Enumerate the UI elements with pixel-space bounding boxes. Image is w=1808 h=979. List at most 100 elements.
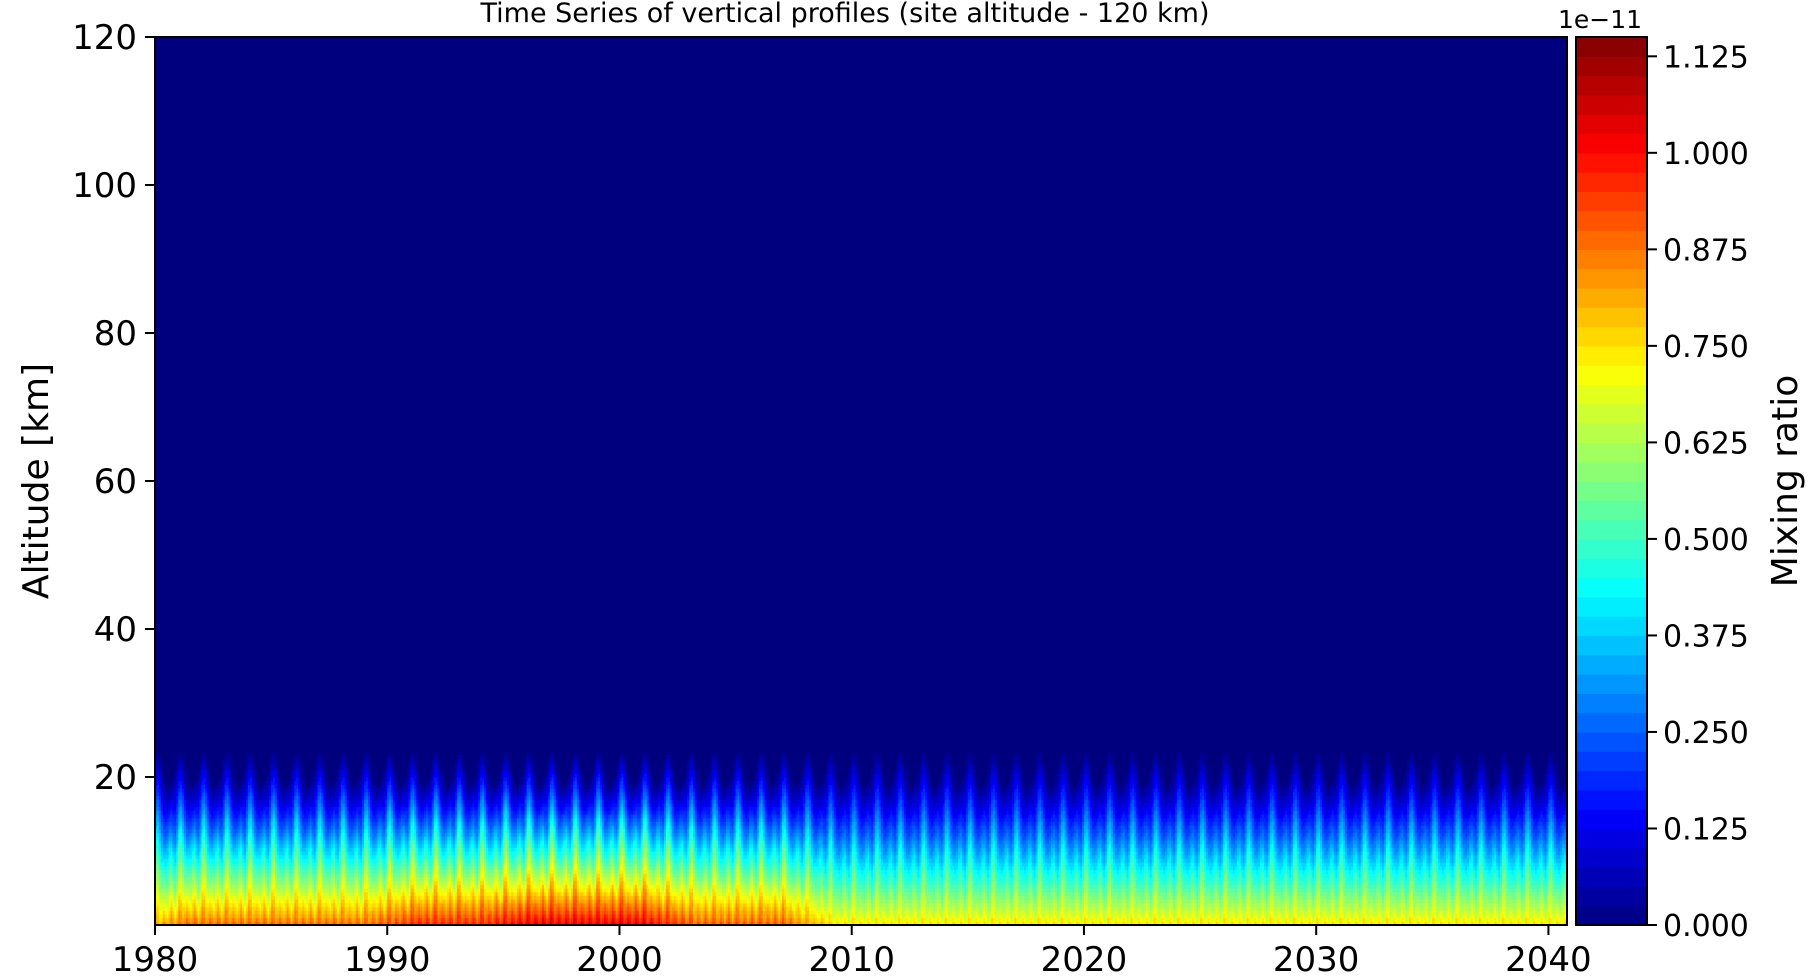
heatmap-cell (160, 851, 164, 856)
heatmap-cell (259, 884, 263, 889)
heatmap-cell (230, 836, 234, 841)
heatmap-cell (261, 917, 264, 922)
heatmap-cell (271, 777, 274, 782)
heatmap-cell (203, 880, 206, 885)
heatmap-cell (247, 902, 251, 908)
heatmap-cell (211, 780, 214, 785)
heatmap-cell (238, 906, 241, 911)
heatmap-cell (180, 895, 183, 900)
heatmap-cell (236, 884, 239, 889)
heatmap-cell (162, 854, 166, 859)
heatmap-cell (211, 817, 214, 822)
heatmap-cell (203, 791, 206, 797)
heatmap-cell (244, 884, 247, 889)
heatmap-cell (211, 891, 214, 896)
heatmap-cell (166, 876, 170, 882)
heatmap-cell (168, 791, 172, 797)
heatmap-cell (273, 869, 276, 874)
heatmap-cell (203, 862, 206, 867)
heatmap-cell (224, 873, 228, 878)
heatmap-cell (261, 876, 264, 882)
heatmap-cell (247, 836, 251, 841)
heatmap-cell (207, 899, 210, 904)
heatmap-cell (267, 802, 270, 808)
heatmap-cell (263, 888, 266, 893)
heatmap-cell (164, 869, 168, 874)
heatmap-cell (280, 843, 284, 848)
heatmap-cell (276, 773, 280, 778)
heatmap-cell (280, 899, 284, 904)
heatmap-cell (199, 769, 203, 774)
heatmap-cell (211, 902, 214, 908)
heatmap-cell (184, 865, 187, 871)
heatmap-cell (156, 873, 160, 878)
heatmap-cell (255, 921, 259, 925)
heatmap-cell (176, 825, 179, 830)
heatmap-cell (176, 913, 179, 919)
heatmap-cell (185, 795, 189, 800)
heatmap-cell (156, 765, 160, 771)
heatmap-cell (278, 902, 282, 908)
heatmap-cell (284, 910, 288, 915)
heatmap-cell (249, 851, 253, 856)
heatmap-cell (240, 880, 243, 885)
heatmap-cell (269, 865, 272, 871)
heatmap-cell (184, 913, 187, 919)
heatmap-cell (286, 891, 290, 896)
heatmap-cell (274, 799, 278, 804)
heatmap-cell (290, 825, 294, 830)
heatmap-cell (247, 810, 251, 815)
heatmap-cell (269, 854, 272, 859)
heatmap-cell (257, 828, 261, 834)
heatmap-cell (278, 873, 282, 878)
heatmap-cell (261, 884, 264, 889)
heatmap-cell (236, 802, 239, 808)
heatmap-cell (182, 876, 185, 882)
heatmap-cell (197, 902, 201, 908)
heatmap-cell (271, 854, 274, 859)
heatmap-cell (265, 791, 268, 797)
heatmap-cell (267, 899, 270, 904)
heatmap-cell (218, 843, 222, 848)
heatmap-cell (280, 821, 284, 826)
heatmap-cell (274, 873, 278, 878)
heatmap-cell (164, 788, 168, 793)
heatmap-cell (300, 769, 303, 774)
heatmap-cell (244, 854, 247, 859)
heatmap-cell (245, 769, 249, 774)
heatmap-cell (218, 921, 222, 925)
heatmap-cell (261, 888, 264, 893)
heatmap-cell (230, 858, 234, 863)
heatmap-cell (158, 814, 162, 819)
heatmap-cell (201, 921, 204, 925)
heatmap-cell (182, 917, 185, 922)
heatmap-cell (284, 821, 288, 826)
heatmap-cell (172, 917, 175, 922)
heatmap-cell (187, 825, 191, 830)
heatmap-cell (199, 795, 203, 800)
heatmap-cell (247, 888, 251, 893)
heatmap-cell (218, 884, 222, 889)
heatmap-cell (191, 810, 195, 815)
heatmap-cell (276, 910, 280, 915)
heatmap-cell (245, 828, 249, 834)
heatmap-cell (205, 851, 208, 856)
heatmap-cell (249, 880, 253, 885)
heatmap-cell (236, 854, 239, 859)
heatmap-cell (240, 895, 243, 900)
heatmap-cell (286, 880, 290, 885)
heatmap-cell (205, 836, 208, 841)
heatmap-cell (207, 917, 210, 922)
heatmap-cell (274, 913, 278, 919)
heatmap-cell (156, 784, 160, 789)
heatmap-cell (249, 910, 253, 915)
heatmap-cell (162, 777, 166, 782)
heatmap-cell (185, 873, 189, 878)
heatmap-cell (232, 847, 235, 852)
heatmap-cell (228, 802, 232, 808)
heatmap-cell (195, 821, 199, 826)
heatmap-cell (367, 762, 371, 767)
heatmap-cell (201, 895, 204, 900)
heatmap-cell (184, 858, 187, 863)
heatmap-cell (282, 788, 286, 793)
